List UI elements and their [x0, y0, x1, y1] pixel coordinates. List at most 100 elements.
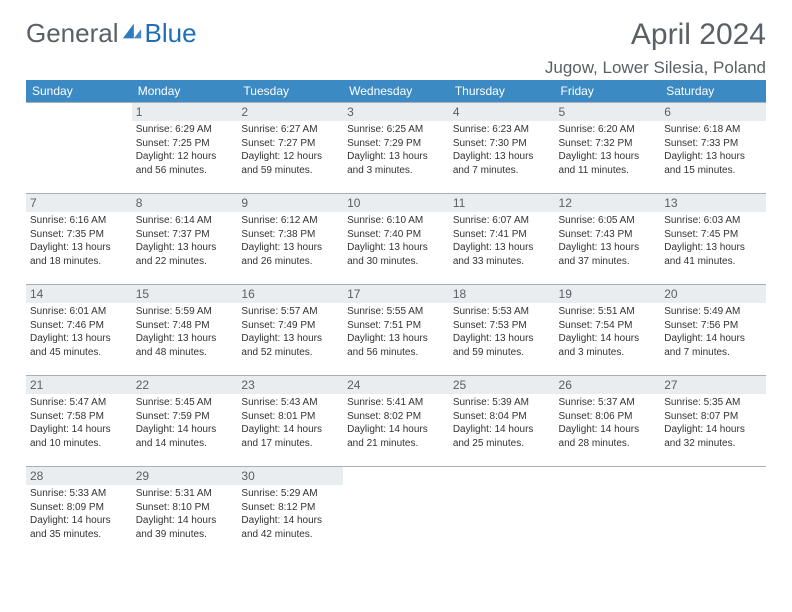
- location-text: Jugow, Lower Silesia, Poland: [545, 58, 766, 78]
- day-info: Sunrise: 5:59 AMSunset: 7:48 PMDaylight:…: [136, 305, 232, 359]
- day-number: 10: [343, 194, 449, 212]
- day-number: 22: [132, 376, 238, 394]
- logo: General Blue: [26, 18, 197, 49]
- calendar-cell: [26, 103, 132, 194]
- day-info: Sunrise: 5:33 AMSunset: 8:09 PMDaylight:…: [30, 487, 126, 541]
- calendar-cell: 13 Sunrise: 6:03 AMSunset: 7:45 PMDayligh…: [660, 194, 766, 285]
- day-number: 13: [660, 194, 766, 212]
- day-info: Sunrise: 5:37 AMSunset: 8:06 PMDaylight:…: [559, 396, 655, 450]
- calendar-cell: 8Sunrise: 6:14 AMSunset: 7:37 PMDaylight…: [132, 194, 238, 285]
- day-number: 25: [449, 376, 555, 394]
- calendar-cell: 19 Sunrise: 5:51 AMSunset: 7:54 PMDayligh…: [555, 285, 661, 376]
- day-info: Sunrise: 6:27 AMSunset: 7:27 PMDaylight:…: [241, 123, 337, 177]
- day-info: Sunrise: 6:07 AMSunset: 7:41 PMDaylight:…: [453, 214, 549, 268]
- day-number: 11: [449, 194, 555, 212]
- day-info: Sunrise: 6:10 AMSunset: 7:40 PMDaylight:…: [347, 214, 443, 268]
- calendar-cell: [449, 467, 555, 552]
- calendar-cell: 4 Sunrise: 6:23 AMSunset: 7:30 PMDaylight…: [449, 103, 555, 194]
- calendar-cell: 15 Sunrise: 5:59 AMSunset: 7:48 PMDayligh…: [132, 285, 238, 376]
- calendar-cell: 2 Sunrise: 6:27 AMSunset: 7:27 PMDaylight…: [237, 103, 343, 194]
- weekday-header: Tuesday: [237, 80, 343, 103]
- logo-text-2: Blue: [145, 18, 197, 49]
- day-info: Sunrise: 5:31 AMSunset: 8:10 PMDaylight:…: [136, 487, 232, 541]
- calendar-cell: 26 Sunrise: 5:37 AMSunset: 8:06 PMDayligh…: [555, 376, 661, 467]
- logo-text-1: General: [26, 18, 119, 49]
- calendar-table: SundayMondayTuesdayWednesdayThursdayFrid…: [26, 80, 766, 551]
- day-number: 17: [343, 285, 449, 303]
- calendar-cell: 6 Sunrise: 6:18 AMSunset: 7:33 PMDaylight…: [660, 103, 766, 194]
- calendar-cell: 14 Sunrise: 6:01 AMSunset: 7:46 PMDayligh…: [26, 285, 132, 376]
- day-info: Sunrise: 5:41 AMSunset: 8:02 PMDaylight:…: [347, 396, 443, 450]
- day-info: Sunrise: 5:29 AMSunset: 8:12 PMDaylight:…: [241, 487, 337, 541]
- calendar-cell: 23 Sunrise: 5:43 AMSunset: 8:01 PMDayligh…: [237, 376, 343, 467]
- day-number: 19: [555, 285, 661, 303]
- day-info: Sunrise: 5:35 AMSunset: 8:07 PMDaylight:…: [664, 396, 760, 450]
- day-info: Sunrise: 6:20 AMSunset: 7:32 PMDaylight:…: [559, 123, 655, 177]
- day-number: 6: [660, 103, 766, 121]
- day-number: 29: [132, 467, 238, 485]
- page-title: April 2024: [545, 18, 766, 52]
- day-number: 26: [555, 376, 661, 394]
- calendar-cell: 20 Sunrise: 5:49 AMSunset: 7:56 PMDayligh…: [660, 285, 766, 376]
- day-info: Sunrise: 5:51 AMSunset: 7:54 PMDaylight:…: [559, 305, 655, 359]
- weekday-header: Monday: [132, 80, 238, 103]
- calendar-cell: 18 Sunrise: 5:53 AMSunset: 7:53 PMDayligh…: [449, 285, 555, 376]
- day-number: 23: [237, 376, 343, 394]
- calendar-cell: 10 Sunrise: 6:10 AMSunset: 7:40 PMDayligh…: [343, 194, 449, 285]
- day-info: Sunrise: 5:43 AMSunset: 8:01 PMDaylight:…: [241, 396, 337, 450]
- calendar-cell: 9 Sunrise: 6:12 AMSunset: 7:38 PMDaylight…: [237, 194, 343, 285]
- day-info: Sunrise: 6:14 AMSunset: 7:37 PMDaylight:…: [136, 214, 232, 268]
- day-number: 18: [449, 285, 555, 303]
- day-info: Sunrise: 6:05 AMSunset: 7:43 PMDaylight:…: [559, 214, 655, 268]
- calendar-cell: [660, 467, 766, 552]
- calendar-cell: 29 Sunrise: 5:31 AMSunset: 8:10 PMDayligh…: [132, 467, 238, 552]
- day-info: Sunrise: 5:49 AMSunset: 7:56 PMDaylight:…: [664, 305, 760, 359]
- logo-icon: [121, 18, 143, 49]
- day-number: 14: [26, 285, 132, 303]
- day-number: 24: [343, 376, 449, 394]
- day-number: 28: [26, 467, 132, 485]
- calendar-cell: 1 Sunrise: 6:29 AMSunset: 7:25 PMDaylight…: [132, 103, 238, 194]
- day-number: 4: [449, 103, 555, 121]
- day-info: Sunrise: 6:25 AMSunset: 7:29 PMDaylight:…: [347, 123, 443, 177]
- day-info: Sunrise: 5:45 AMSunset: 7:59 PMDaylight:…: [136, 396, 232, 450]
- weekday-header: Thursday: [449, 80, 555, 103]
- day-info: Sunrise: 5:53 AMSunset: 7:53 PMDaylight:…: [453, 305, 549, 359]
- day-number: 2: [237, 103, 343, 121]
- calendar-cell: 16Sunrise: 5:57 AMSunset: 7:49 PMDayligh…: [237, 285, 343, 376]
- day-info: Sunrise: 6:12 AMSunset: 7:38 PMDaylight:…: [241, 214, 337, 268]
- calendar-cell: 17Sunrise: 5:55 AMSunset: 7:51 PMDayligh…: [343, 285, 449, 376]
- day-number: 7: [26, 194, 132, 212]
- calendar-cell: 25 Sunrise: 5:39 AMSunset: 8:04 PMDayligh…: [449, 376, 555, 467]
- day-number: 16: [237, 285, 343, 303]
- day-number: 5: [555, 103, 661, 121]
- day-number: 15: [132, 285, 238, 303]
- day-number: 1: [132, 103, 238, 121]
- day-info: Sunrise: 6:03 AMSunset: 7:45 PMDaylight:…: [664, 214, 760, 268]
- day-number: 9: [237, 194, 343, 212]
- day-number: 20: [660, 285, 766, 303]
- day-number: 3: [343, 103, 449, 121]
- day-info: Sunrise: 6:18 AMSunset: 7:33 PMDaylight:…: [664, 123, 760, 177]
- calendar-cell: 7Sunrise: 6:16 AMSunset: 7:35 PMDaylight…: [26, 194, 132, 285]
- calendar-cell: 24 Sunrise: 5:41 AMSunset: 8:02 PMDayligh…: [343, 376, 449, 467]
- weekday-header: Saturday: [660, 80, 766, 103]
- calendar-cell: 3 Sunrise: 6:25 AMSunset: 7:29 PMDaylight…: [343, 103, 449, 194]
- day-info: Sunrise: 6:01 AMSunset: 7:46 PMDaylight:…: [30, 305, 126, 359]
- day-info: Sunrise: 6:29 AMSunset: 7:25 PMDaylight:…: [136, 123, 232, 177]
- calendar-cell: [555, 467, 661, 552]
- day-info: Sunrise: 6:23 AMSunset: 7:30 PMDaylight:…: [453, 123, 549, 177]
- day-info: Sunrise: 5:47 AMSunset: 7:58 PMDaylight:…: [30, 396, 126, 450]
- calendar-cell: 28 Sunrise: 5:33 AMSunset: 8:09 PMDayligh…: [26, 467, 132, 552]
- calendar-cell: 27Sunrise: 5:35 AMSunset: 8:07 PMDayligh…: [660, 376, 766, 467]
- weekday-header: Wednesday: [343, 80, 449, 103]
- weekday-header: Sunday: [26, 80, 132, 103]
- calendar-cell: 30Sunrise: 5:29 AMSunset: 8:12 PMDayligh…: [237, 467, 343, 552]
- calendar-cell: [343, 467, 449, 552]
- day-info: Sunrise: 5:39 AMSunset: 8:04 PMDaylight:…: [453, 396, 549, 450]
- calendar-cell: 12Sunrise: 6:05 AMSunset: 7:43 PMDayligh…: [555, 194, 661, 285]
- calendar-cell: 11 Sunrise: 6:07 AMSunset: 7:41 PMDayligh…: [449, 194, 555, 285]
- calendar-cell: 5 Sunrise: 6:20 AMSunset: 7:32 PMDaylight…: [555, 103, 661, 194]
- calendar-cell: 21Sunrise: 5:47 AMSunset: 7:58 PMDayligh…: [26, 376, 132, 467]
- calendar-cell: 22 Sunrise: 5:45 AMSunset: 7:59 PMDayligh…: [132, 376, 238, 467]
